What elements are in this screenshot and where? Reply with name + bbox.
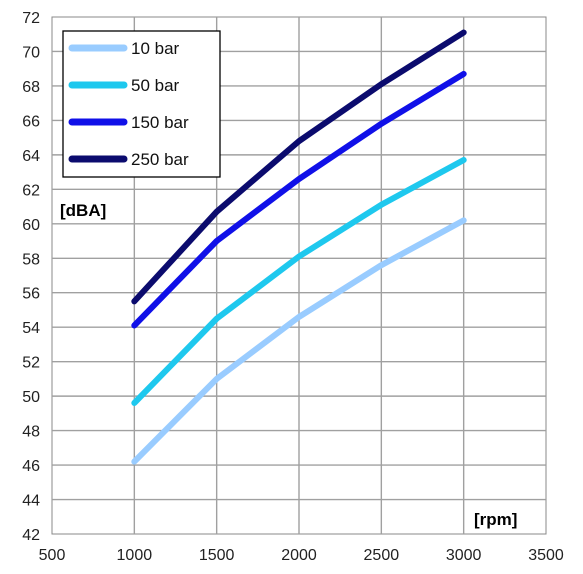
- y-tick-labels: 42 44 46 48 50 52 54 56 58 60 62 64 66 68 70 72: [22, 10, 40, 544]
- y-tick-label: 70: [22, 44, 40, 61]
- legend-label: 10 bar: [131, 39, 180, 58]
- data-point: [296, 176, 302, 182]
- legend-label: 250 bar: [131, 150, 189, 169]
- y-tick-label: 62: [22, 182, 40, 199]
- x-tick-label: 2000: [281, 547, 317, 564]
- data-point: [131, 400, 137, 406]
- data-point: [461, 29, 467, 36]
- y-tick-label: 54: [22, 320, 40, 337]
- y-tick-label: 60: [22, 217, 40, 234]
- series-lines: [131, 29, 467, 465]
- data-point: [378, 121, 384, 127]
- y-tick-label: 66: [22, 113, 40, 130]
- data-point: [296, 138, 302, 144]
- x-tick-label: 500: [39, 547, 66, 564]
- x-tick-label: 3000: [446, 547, 482, 564]
- data-point: [131, 459, 137, 465]
- y-tick-label: 58: [22, 251, 40, 268]
- legend-label: 50 bar: [131, 76, 180, 95]
- y-tick-label: 64: [22, 148, 40, 165]
- y-tick-label: 42: [22, 527, 40, 544]
- data-point: [296, 253, 302, 260]
- data-point: [461, 157, 467, 163]
- y-tick-label: 46: [22, 458, 40, 475]
- x-axis-label: [rpm]: [474, 510, 517, 529]
- y-tick-label: 52: [22, 355, 40, 372]
- legend-label: 150 bar: [131, 113, 189, 132]
- data-point: [378, 262, 384, 268]
- data-point: [131, 322, 137, 329]
- x-tick-label: 2500: [364, 547, 400, 564]
- data-point: [214, 238, 220, 244]
- gridlines: [52, 17, 546, 534]
- y-tick-label: 72: [22, 10, 40, 27]
- data-point: [461, 71, 467, 77]
- legend-box: [62, 30, 221, 178]
- x-tick-label: 1500: [199, 547, 235, 564]
- data-point: [461, 217, 467, 223]
- data-point: [214, 209, 220, 215]
- y-tick-label: 44: [22, 493, 40, 510]
- x-tick-labels: 500 1000 1500 2000 2500 3000 3500: [39, 547, 564, 564]
- data-point: [378, 202, 384, 208]
- y-tick-label: 68: [22, 79, 40, 96]
- y-tick-label: 56: [22, 286, 40, 303]
- y-axis-label: [dBA]: [60, 201, 106, 220]
- data-point: [214, 376, 220, 382]
- x-tick-label: 3500: [528, 547, 564, 564]
- x-tick-label: 1000: [117, 547, 153, 564]
- y-tick-label: 48: [22, 424, 40, 441]
- y-tick-label: 50: [22, 389, 40, 406]
- legend: 10 bar 50 bar 150 bar 250 bar: [62, 30, 221, 178]
- data-point: [214, 316, 220, 322]
- data-point: [296, 314, 302, 320]
- data-point: [131, 298, 137, 304]
- data-point: [378, 81, 384, 87]
